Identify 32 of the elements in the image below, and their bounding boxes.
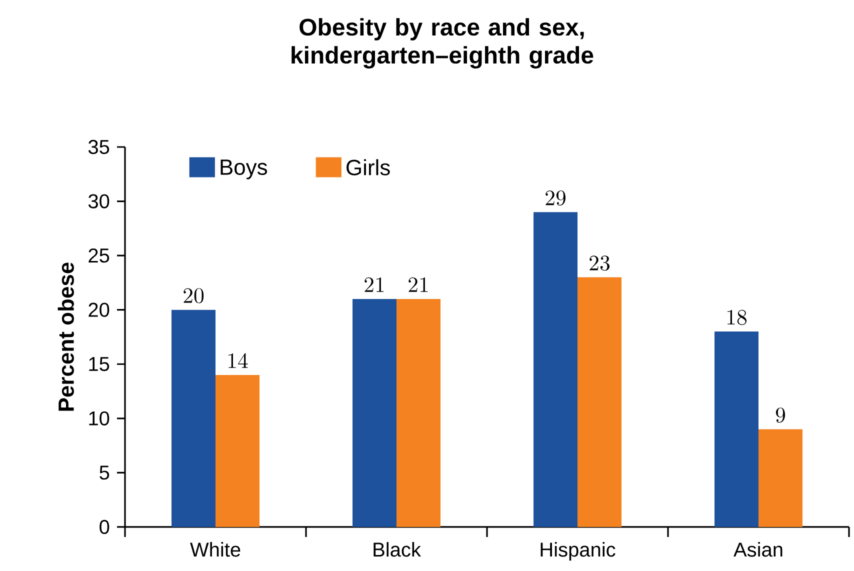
x-tick-label: Black — [374, 542, 421, 557]
data-label: 29 — [546, 190, 566, 206]
data-label: 20 — [184, 288, 204, 304]
bar — [578, 277, 622, 527]
bar — [172, 310, 216, 527]
legend-label: Boys — [220, 160, 268, 180]
bar — [216, 374, 260, 527]
y-tick-label: 35 — [88, 140, 110, 154]
y-tick-label: 10 — [89, 411, 110, 426]
bar — [534, 212, 578, 527]
x-tick-label: Asian — [734, 542, 782, 557]
data-label: 9 — [776, 408, 786, 423]
y-axis-title: Percent obese — [58, 262, 74, 411]
y-tick-label: 0 — [100, 520, 110, 534]
x-tick-label: Hispanic — [540, 542, 616, 561]
chart-title: Obesity by race and sex, kindergarten–eighth grade — [292, 18, 594, 69]
bar — [714, 332, 759, 527]
y-tick-label: 5 — [100, 466, 110, 480]
bar — [396, 298, 441, 527]
y-tick-label: 20 — [88, 302, 110, 317]
bar — [352, 298, 397, 527]
data-label: 14 — [228, 353, 248, 368]
y-tick-label: 25 — [88, 248, 110, 263]
data-label: 21 — [408, 277, 428, 292]
x-tick-label: White — [190, 542, 240, 557]
y-tick-label: 30 — [88, 194, 110, 208]
legend-label: Girls — [346, 159, 390, 176]
data-label: 21 — [364, 277, 384, 292]
data-label: 18 — [728, 310, 747, 325]
y-tick-label: 15 — [89, 357, 110, 372]
bar — [758, 429, 803, 527]
data-label: 23 — [590, 256, 610, 271]
